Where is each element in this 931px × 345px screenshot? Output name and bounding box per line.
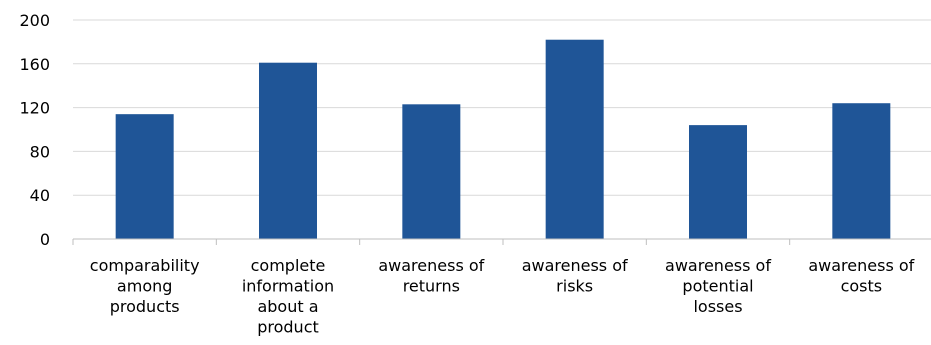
category-label-line: information <box>242 277 334 296</box>
category-label-line: awareness of <box>665 256 771 275</box>
bar <box>832 103 891 239</box>
y-axis-tick-labels: 0 40 80 120 160 200 <box>19 11 50 249</box>
category-label: awareness of costs <box>808 256 914 296</box>
category-label-line: complete <box>251 256 326 275</box>
category-label-line: among <box>117 277 172 296</box>
category-label: comparability among products <box>90 256 200 316</box>
y-tick-label: 80 <box>30 142 50 161</box>
category-label-line: risks <box>556 277 593 296</box>
y-tick-label: 200 <box>19 11 50 30</box>
bar <box>402 104 461 239</box>
category-label-line: costs <box>841 277 883 296</box>
bar <box>115 114 174 239</box>
x-axis-category-labels: comparability among products complete inform… <box>90 256 915 337</box>
category-label-line: comparability <box>90 256 200 275</box>
bar <box>259 62 317 239</box>
category-label-line: awareness of <box>522 256 628 275</box>
category-label-line: losses <box>693 297 742 316</box>
y-tick-label: 40 <box>30 186 50 205</box>
category-label: awareness of risks <box>522 256 628 296</box>
category-label-line: products <box>110 297 180 316</box>
y-tick-label: 160 <box>19 55 50 74</box>
x-axis-ticks <box>72 239 791 245</box>
y-tick-label: 120 <box>19 99 50 118</box>
bar <box>545 39 604 240</box>
category-label-line: product <box>257 318 319 337</box>
bars <box>115 39 891 240</box>
y-tick-label: 0 <box>40 230 50 249</box>
category-label-line: potential <box>682 277 753 296</box>
bar <box>689 125 747 239</box>
gridlines <box>73 19 931 196</box>
category-label: awareness of returns <box>378 256 484 296</box>
category-label-line: returns <box>403 277 460 296</box>
category-label-line: about a <box>257 297 318 316</box>
category-label-line: awareness of <box>378 256 484 275</box>
category-label-line: awareness of <box>808 256 914 275</box>
category-label: complete information about a product <box>242 256 334 337</box>
category-label: awareness of potential losses <box>665 256 771 316</box>
